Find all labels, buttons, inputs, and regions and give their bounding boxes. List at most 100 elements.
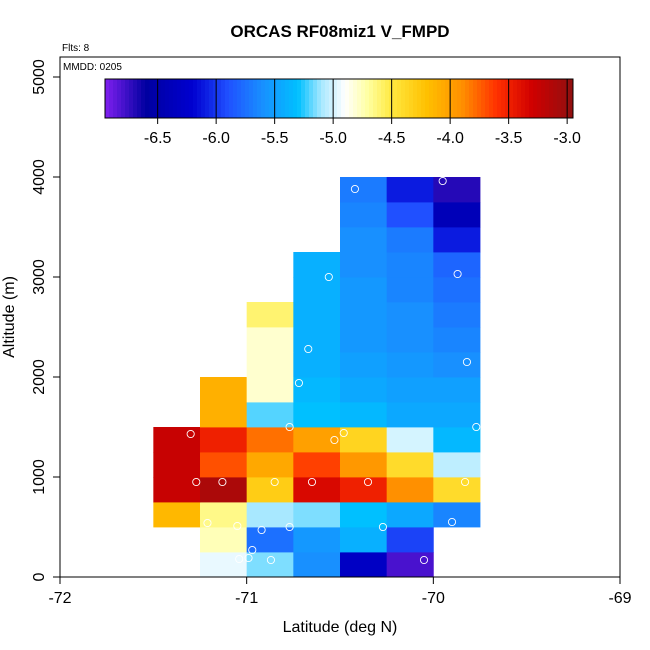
colorbar-segment [329,79,334,118]
heatmap-cell [386,327,434,353]
colorbar-segment [405,79,410,118]
heatmap-cell [433,452,481,478]
colorbar-segment [477,79,482,118]
colorbar-segment [485,79,490,118]
observation-point [447,517,457,527]
colorbar-segment [133,79,138,118]
y-tick-label: 5000 [31,59,48,95]
heatmap-cell [340,502,388,528]
colorbar-segment [293,79,298,118]
colorbar-segment [317,79,322,118]
observation-point [203,518,212,528]
heatmap-cell [386,552,434,578]
observation-point [350,184,359,194]
colorbar-segment [289,79,294,118]
colorbar-tick-label: -3.0 [553,130,581,147]
x-tick-label: -69 [608,590,631,607]
heatmap-cell [340,427,388,453]
colorbar-segment [369,79,374,118]
heatmap-cell [340,177,388,203]
colorbar-segment [493,79,498,118]
heatmap-cell [293,302,341,328]
colorbar-segment [553,79,558,118]
heatmap-cell [340,452,388,478]
colorbar-segment [569,79,574,118]
date-annotation: MMDD: 0205 [63,62,122,73]
colorbar-segment [137,79,142,118]
heatmap-cell [293,277,341,303]
colorbar-segment [537,79,542,118]
heatmap-cell [293,452,341,478]
colorbar-tick-label: -5.0 [319,130,347,147]
colorbar-segment [381,79,386,118]
heatmap-cell [293,252,341,278]
colorbar-segment [209,79,214,118]
heatmap-cell [246,377,294,403]
colorbar-segment [345,79,350,118]
y-tick-label: 1000 [31,459,48,495]
heatmap-cell [340,552,388,578]
heatmap-cell [340,527,388,553]
heatmap-cell [386,277,434,303]
observation-point [461,477,470,487]
colorbar-segment [365,79,370,118]
colorbar-segment [437,79,442,118]
heatmap-cell [386,227,434,253]
observation-point [192,477,201,487]
heatmap-cell [200,402,248,428]
x-tick-label: -70 [422,590,445,607]
colorbar-segment [441,79,446,118]
observation-point [363,477,373,487]
observation-point [453,269,462,279]
observation-point [248,545,257,555]
heatmap-cell [386,402,434,428]
heatmap-cell [340,377,388,403]
heatmap-cell [293,377,341,403]
heatmap-cell [433,402,481,428]
colorbar-segment [333,79,338,118]
colorbar-segment [109,79,114,118]
colorbar-segment [129,79,134,118]
heatmap-cell [433,352,481,378]
heatmap-cell [340,227,388,253]
heatmap-cell [386,452,434,478]
heatmap-cell [433,327,481,353]
chart-title: ORCAS RF08miz1 V_FMPD [230,22,449,41]
colorbar-segment [285,79,290,118]
colorbar-segment [465,79,470,118]
heatmap-cell [200,452,248,478]
colorbar-segment [189,79,194,118]
colorbar-segment [497,79,502,118]
heatmap-cell [386,427,434,453]
y-tick-label: 0 [31,572,48,581]
colorbar-segment [105,79,110,118]
colorbar-segment [445,79,450,118]
heatmap-cell [386,352,434,378]
colorbar-segment [549,79,554,118]
heatmap-cell [433,252,481,278]
colorbar-segment [221,79,226,118]
colorbar-segment [481,79,486,118]
colorbar-segment [421,79,426,118]
heatmap-cell [246,552,294,578]
colorbar-tick-label: -5.5 [261,130,289,147]
colorbar-segment [277,79,282,118]
x-axis: -72 -71 -70 -69 [48,576,632,607]
colorbar-segment [541,79,546,118]
observation-point [330,435,339,445]
colorbar-segment [525,79,530,118]
colorbar-segment [217,79,222,118]
colorbar-segment [313,79,318,118]
colorbar-segment [489,79,494,118]
heatmap-cell [200,552,248,578]
colorbar-segment [301,79,306,118]
heatmap-cell [340,277,388,303]
observation-point [266,555,275,565]
colorbar-segment [401,79,406,118]
observation-point [472,422,481,432]
heatmap-cell [293,477,341,503]
colorbar-segment [169,79,174,118]
colorbar-segment [161,79,166,118]
heatmap-cell [433,477,481,503]
